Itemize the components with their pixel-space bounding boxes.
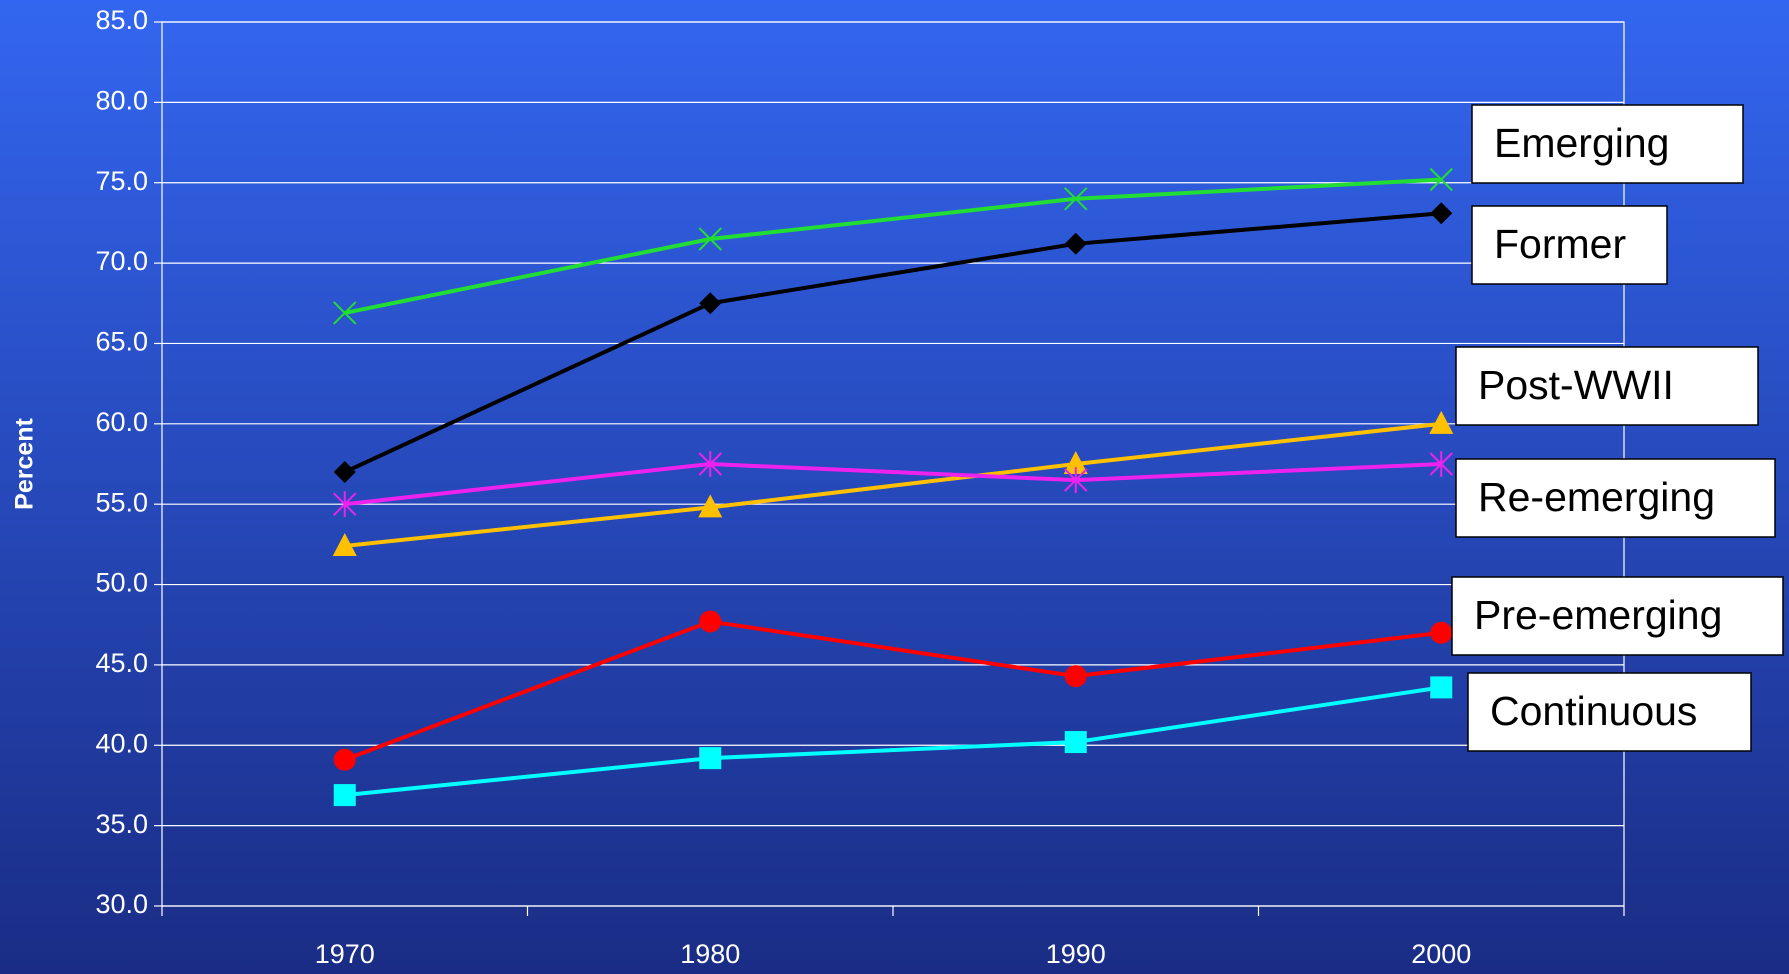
y-tick-label: 75.0 (95, 166, 148, 196)
series-label: Former (1494, 221, 1626, 267)
marker (1064, 232, 1087, 255)
label-box (1467, 672, 1752, 752)
y-tick-label: 50.0 (95, 568, 148, 598)
marker (1430, 676, 1453, 699)
label-box (1471, 205, 1668, 285)
series-label: Re-emerging (1478, 474, 1715, 520)
marker (698, 227, 722, 251)
marker (1064, 731, 1087, 754)
series-label: Post-WWII (1478, 362, 1674, 408)
y-axis-title: Percent (11, 417, 39, 509)
marker (1429, 410, 1454, 434)
y-tick-label: 80.0 (95, 85, 148, 115)
y-tick-label: 30.0 (95, 889, 148, 919)
y-tick-label: 85.0 (95, 5, 148, 35)
x-tick-label: 1980 (680, 939, 740, 969)
y-tick-label: 65.0 (95, 327, 148, 357)
series-line (344, 685, 1442, 798)
marker (699, 292, 722, 315)
marker (333, 301, 357, 325)
series-label: Emerging (1494, 120, 1669, 166)
label-box (1471, 104, 1744, 184)
marker (1429, 167, 1453, 192)
series-line (344, 177, 1442, 315)
y-tick-label: 45.0 (95, 648, 148, 678)
x-tick-label: 1970 (315, 939, 375, 969)
marker (333, 784, 356, 807)
series-line (344, 421, 1442, 548)
marker (1064, 665, 1087, 688)
marker (1430, 621, 1453, 644)
marker (1063, 451, 1088, 474)
y-tick-label: 35.0 (95, 809, 148, 839)
series-line (344, 619, 1442, 762)
label-box (1455, 346, 1759, 426)
marker (333, 461, 356, 484)
marker (1429, 451, 1453, 477)
series-label: Pre-emerging (1474, 592, 1722, 638)
series-line (343, 211, 1442, 474)
marker (332, 532, 357, 556)
x-tick-label: 1990 (1046, 939, 1106, 969)
marker (699, 610, 722, 633)
y-tick-label: 60.0 (95, 407, 148, 437)
label-box (1451, 576, 1784, 656)
marker (1430, 202, 1453, 225)
marker (333, 748, 356, 771)
y-tick-label: 70.0 (95, 246, 148, 276)
marker (698, 494, 723, 518)
y-tick-label: 40.0 (95, 728, 148, 758)
marker (1064, 467, 1088, 494)
series-label: Continuous (1490, 688, 1697, 734)
marker (699, 747, 722, 770)
marker (698, 451, 722, 477)
x-tick-label: 2000 (1411, 939, 1471, 969)
marker (333, 491, 357, 518)
marker (1064, 187, 1088, 211)
label-box (1455, 458, 1776, 538)
y-tick-label: 55.0 (95, 487, 148, 517)
series-line (344, 461, 1442, 507)
